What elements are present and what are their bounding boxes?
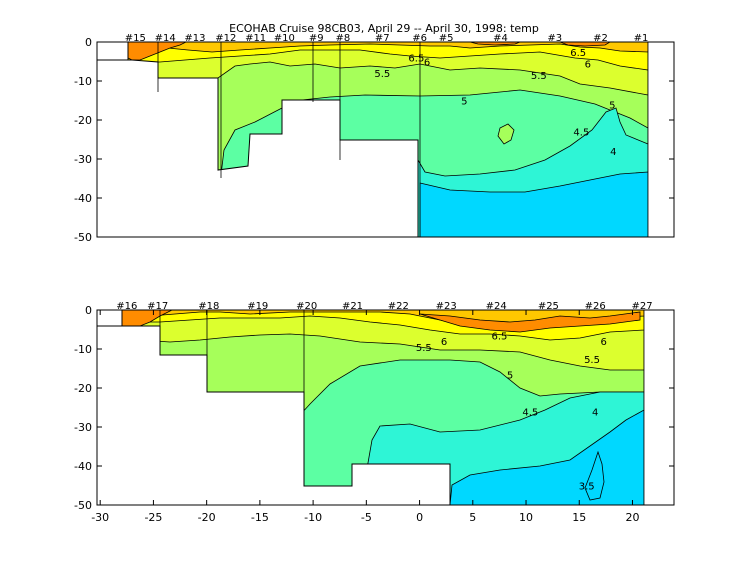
fill-band-7-bottom-b [419,311,641,333]
station-label: #26 [585,301,606,312]
top-y-axis: 0 -10 -20 -30 -40 -50 [74,36,674,244]
station-label: #20 [296,301,317,312]
fill-band-7-top-b [469,42,521,46]
y-tick-label: -20 [74,382,92,395]
x-tick-label: -5 [361,511,372,524]
station-label: #16 [116,301,137,312]
station-label: #8 [336,33,351,44]
contour-label: 5.5 [374,69,390,80]
station-label: #10 [274,33,295,44]
station-label: #9 [309,33,324,44]
station-label: #7 [375,33,390,44]
x-tick-label: 0 [416,511,423,524]
contour-label: 5 [461,97,467,108]
contour-label: 6 [441,337,447,348]
station-label: #23 [436,301,457,312]
bottom-filled-contours [97,310,674,505]
x-tick-label: -10 [304,511,322,524]
x-tick-label: 20 [625,511,639,524]
x-tick-label: -25 [144,511,162,524]
bottom-y-axis: 0 -10 -20 -30 -40 -50 [74,304,674,512]
contour-label: 5.5 [531,71,547,82]
bottom-axes-box [96,309,675,506]
top-bathymetry [97,59,419,237]
x-tick-label: -15 [251,511,269,524]
station-label: #22 [388,301,409,312]
station-label: #24 [486,301,507,312]
station-label: #15 [125,33,146,44]
contour-label: 4 [610,147,616,158]
contour-label: 5 [609,100,615,111]
contour-label: 5.5 [416,343,432,354]
station-label: #18 [198,301,219,312]
top-no-data [648,42,674,237]
station-label: #27 [632,301,653,312]
station-label: #13 [184,33,205,44]
fill-band-6.5-top [127,42,649,53]
y-tick-label: 0 [85,36,92,49]
chart-title: ECOHAB Cruise 98CB03, April 29 -- April … [229,22,539,35]
y-tick-label: -30 [74,153,92,166]
fill-band-5.5-top [127,42,649,96]
y-tick-label: -30 [74,421,92,434]
contour-label: 5.5 [584,355,600,366]
station-label: #17 [147,301,168,312]
bottom-cast-lines [121,310,645,505]
contour-label: 4.5 [522,407,538,418]
station-label: #4 [493,33,508,44]
top-station-labels: #15 #14 #13 #12 #11 #10 #9 #8 #7 #6 #5 #4 #3 #2 #1 [125,33,649,44]
contour-label: 4 [592,407,598,418]
fill-island-3-bottom [584,450,605,501]
contour-label: 3.5 [579,482,595,493]
contour-label: 6 [424,58,430,69]
bottom-x-axis: -30 -25 -20 -15 -10 -5 0 5 10 15 20 [91,310,639,524]
fill-island-5-top [497,123,515,145]
station-label: #6 [412,33,427,44]
bottom-panel: 0-10-20-30-40-50 -30 -25 -20 -15 -10 -5 0 5 10 15… [74,301,675,524]
bottom-contour-labels: 6.565.565.554.5 43.5 [416,331,607,492]
x-tick-label: -30 [91,511,109,524]
station-label: #14 [155,33,176,44]
station-label: #3 [547,33,562,44]
top-cast-lines [127,42,649,237]
bottom-station-labels: #16 #17 #18 #19 #20 #21 #22 #23 #24 #25 #26 #27 [116,301,652,312]
x-tick-label: 15 [572,511,586,524]
y-tick-label: 0 [85,304,92,317]
station-label: #2 [593,33,608,44]
station-label: #1 [634,33,649,44]
contour-label: 6 [601,337,607,348]
y-tick-label: -50 [74,231,92,244]
x-tick-label: -20 [198,511,216,524]
top-axes-box [96,41,675,238]
y-tick-label: -50 [74,499,92,512]
top-panel: 0-10-20-30-40-50 #15 #14 #13 #12 #11 #10 #9 #8 #… [74,33,675,244]
station-label: #5 [439,33,454,44]
bottom-bathymetry [97,325,451,505]
y-tick-label: -10 [74,75,92,88]
station-label: #21 [342,301,363,312]
contour-label: 6.5 [408,54,424,65]
fill-band-7-top-c [559,42,611,47]
x-tick-label: 5 [469,511,476,524]
contour-label: 6.5 [491,331,507,342]
contour-label: 5 [507,370,513,381]
station-label: #11 [245,33,266,44]
y-tick-label: -20 [74,114,92,127]
y-tick-label: -10 [74,343,92,356]
contour-label: 4.5 [573,128,589,139]
y-tick-label: -40 [74,460,92,473]
fill-band-3.5-top [419,171,649,237]
station-label: #25 [538,301,559,312]
contour-label: 6.5 [570,48,586,59]
station-label: #19 [247,301,268,312]
station-label: #12 [215,33,236,44]
x-tick-label: 10 [519,511,533,524]
bottom-no-data [644,310,674,505]
fill-band-7-top [127,42,187,61]
top-filled-contours [97,42,674,237]
contour-label: 6 [585,59,591,70]
y-tick-label: -40 [74,192,92,205]
